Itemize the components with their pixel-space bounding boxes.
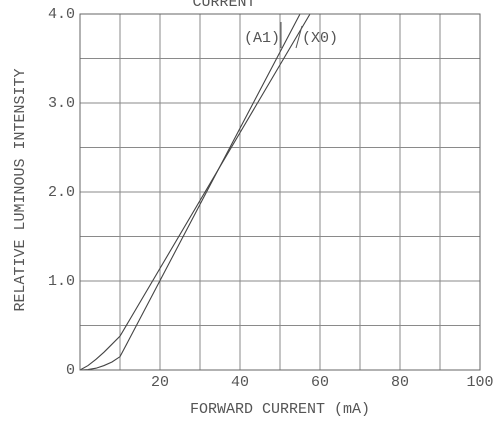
- chart-title: CURRENT: [192, 0, 255, 11]
- y-tick-label: 1.0: [48, 273, 75, 290]
- x-tick-label: 60: [311, 374, 329, 391]
- x-tick-label: 100: [466, 374, 493, 391]
- y-tick-label: 0: [66, 362, 75, 379]
- grid: [80, 13, 481, 371]
- y-axis-label: RELATIVE LUMINOUS INTENSITY: [12, 68, 29, 311]
- x-tick-label: 20: [151, 374, 169, 391]
- y-tick-label: 4.0: [48, 6, 75, 23]
- plot-frame: [79, 13, 481, 371]
- annotation: (A1): [244, 30, 280, 47]
- annotation: (X0): [302, 30, 338, 47]
- series-line: [80, 14, 311, 370]
- y-tick-label: 2.0: [48, 184, 75, 201]
- y-tick-label: 3.0: [48, 95, 75, 112]
- plot-area: [80, 14, 311, 370]
- x-axis-label: FORWARD CURRENT (mA): [190, 401, 370, 418]
- leader-line: [295, 25, 303, 49]
- x-tick-label: 80: [391, 374, 409, 391]
- series-line: [80, 14, 301, 370]
- x-tick-label: 40: [231, 374, 249, 391]
